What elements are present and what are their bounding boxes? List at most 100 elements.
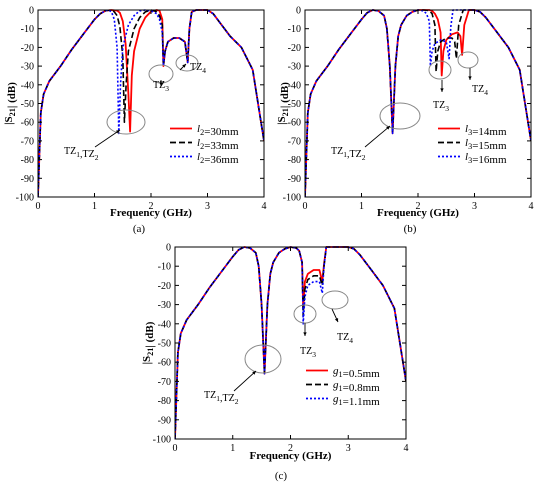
series-line-2 [38,9,264,198]
tz-label: TZ4 [337,332,353,345]
y-axis-label: |S21| (dB) [3,82,18,125]
tz-arrowhead [334,318,339,322]
tz-arrowhead [303,332,307,336]
y-tick-label: -20 [288,43,301,54]
y-tick-label: -50 [21,99,34,110]
series-line-3 [305,9,531,198]
tz-arrow [233,370,257,392]
tz-ellipse [175,54,199,72]
y-tick-label: 0 [29,6,34,17]
tz-ellipse [106,109,146,135]
y-tick-label: -50 [158,339,171,350]
series-line-3 [175,246,406,440]
y-tick-label: -40 [288,80,301,91]
panel-caption: (c) [275,470,288,482]
series-line-2 [175,246,406,440]
legend-label: l3=14mm [465,123,507,138]
series-line-1 [175,246,406,440]
series-line-1 [305,9,531,198]
plot-frame [37,9,265,198]
tz-arrowhead [386,126,390,130]
y-tick-label: -40 [158,319,171,330]
legend-label: g1=0.5mm [333,365,380,380]
y-tick-label: -80 [158,396,171,407]
legend-label: l2=33mm [197,137,239,152]
series-line-2 [305,9,531,198]
y-tick-label: -90 [21,174,34,185]
legend-label: l3=15mm [465,137,507,152]
y-tick-label: -20 [158,281,171,292]
y-tick-label: -60 [21,118,34,129]
x-tick-label: 4 [529,201,534,212]
x-tick-label: 3 [205,201,210,212]
x-tick-label: 2 [288,443,293,454]
y-tick-label: -100 [153,435,171,446]
y-tick-label: 0 [296,6,301,17]
tz-ellipse [428,60,452,80]
y-tick-label: -30 [288,62,301,73]
x-tick-label: 0 [173,443,178,454]
plot-frame [174,246,407,440]
legend-label: l3=16mm [465,151,507,166]
y-tick-label: -20 [21,43,34,54]
tz-label: TZ1,TZ2 [331,146,366,162]
y-tick-label: 0 [166,243,171,254]
tz-label: TZ4 [472,84,488,97]
tz-ellipse [457,51,479,69]
y-tick-label: -100 [283,193,301,204]
x-tick-label: 2 [416,201,421,212]
x-axis-label: Frequency (GHz) [250,450,332,462]
legend-label: g1=0.8mm [333,379,380,394]
series-line-3 [38,9,264,198]
chart-panel-b: 0 1 2 3 4 0 -10 -20 -30 -40 -50 -60 -70 -80 -90 -100 Fre… [276,6,534,236]
tz-label: TZ1,TZ2 [64,146,99,162]
y-axis-label-group: |S21| (dB) [276,82,291,125]
tz-label: TZ1,TZ2 [204,390,239,406]
y-tick-label: -30 [158,300,171,311]
legend-label: g1=1.1mm [333,393,380,408]
tz-label: TZ3 [433,100,449,113]
y-tick-label: -80 [21,155,34,166]
x-tick-label: 1 [92,201,97,212]
y-tick-label: -60 [288,118,301,129]
chart-panel-a: 0 1 2 3 4 0 -10 -20 -30 -40 -50 -60 -70 -80 -90 -100 Fre… [3,6,267,236]
x-tick-label: 0 [36,201,41,212]
tz-arrowhead [116,130,120,134]
tz-label: TZ3 [153,80,169,93]
tz-ellipse [321,290,349,310]
x-axis-label: Frequency (GHz) [377,207,459,219]
y-tick-label: -50 [288,99,301,110]
tz-arrowhead [468,76,472,80]
x-tick-label: 3 [472,201,477,212]
tz-arrowhead [252,371,256,375]
x-tick-label: 1 [230,443,235,454]
legend-label: l2=36mm [197,151,239,166]
y-tick-label: -30 [21,62,34,73]
y-tick-label: -70 [158,377,171,388]
y-axis-label: |S21| (dB) [276,82,291,125]
series-line-1 [38,9,264,198]
y-tick-label: -90 [288,174,301,185]
tz-ellipse [244,344,282,374]
y-tick-label: -40 [21,80,34,91]
panel-caption: (b) [404,223,417,235]
x-tick-label: 3 [346,443,351,454]
tz-arrowhead [182,64,186,68]
tz-arrowhead [440,88,444,92]
tz-arrow [364,125,391,148]
x-axis-label: Frequency (GHz) [110,207,192,219]
plot-frame [304,9,532,198]
x-tick-label: 1 [359,201,364,212]
legend-label: l2=30mm [197,123,239,138]
tz-label: TZ4 [190,62,206,75]
y-tick-label: -10 [158,262,171,273]
y-tick-label: -10 [288,24,301,35]
y-tick-label: -90 [158,415,171,426]
y-tick-label: -70 [21,136,34,147]
x-tick-label: 0 [303,201,308,212]
x-tick-label: 2 [149,201,154,212]
y-tick-label: -80 [288,155,301,166]
y-axis-label-group: |S21| (dB) [3,82,18,125]
tz-ellipse [379,102,421,130]
